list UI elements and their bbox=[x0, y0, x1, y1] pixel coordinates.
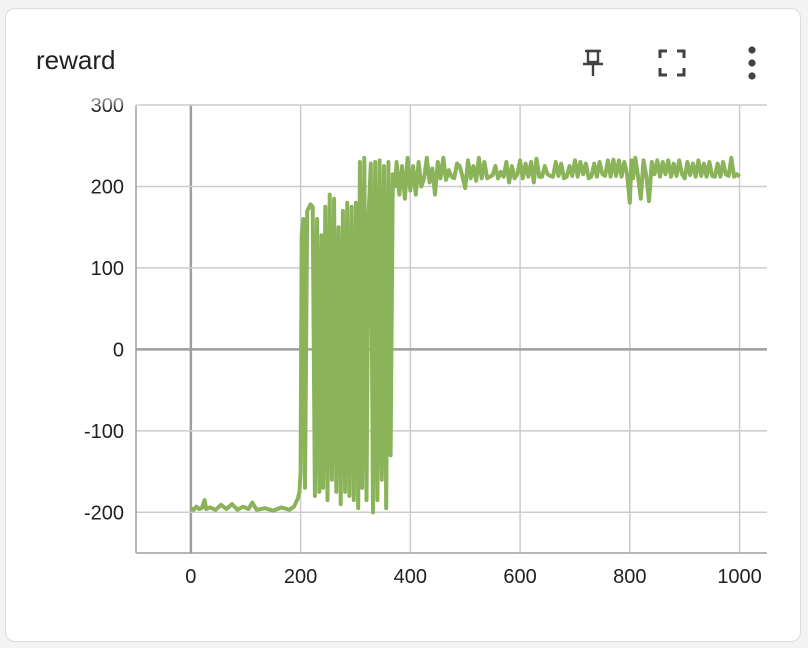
x-tick-label: 800 bbox=[613, 566, 646, 588]
y-tick-label: -100 bbox=[84, 421, 124, 443]
series-line bbox=[189, 155, 741, 515]
x-tick-label: 400 bbox=[394, 566, 427, 588]
y-tick-label: -200 bbox=[84, 502, 124, 524]
fullscreen-icon bbox=[658, 49, 686, 77]
x-tick-label: 200 bbox=[284, 566, 317, 588]
x-tick-label: 600 bbox=[503, 566, 536, 588]
card-title: reward bbox=[36, 45, 116, 75]
pin-button[interactable] bbox=[571, 41, 615, 85]
chart-card: reward bbox=[5, 8, 801, 642]
y-tick-label: 100 bbox=[91, 258, 124, 280]
y-tick-label: 0 bbox=[113, 339, 124, 361]
pin-icon bbox=[583, 49, 603, 76]
y-tick-label: 200 bbox=[91, 176, 124, 198]
more-options-button[interactable] bbox=[730, 41, 774, 85]
more-vert-icon bbox=[748, 46, 756, 80]
series-layer bbox=[189, 155, 741, 515]
x-tick-label: 1000 bbox=[717, 566, 762, 588]
x-tick-label: 0 bbox=[185, 566, 196, 588]
fullscreen-button[interactable] bbox=[650, 41, 694, 85]
axes bbox=[135, 105, 767, 554]
top-fade bbox=[60, 90, 140, 110]
